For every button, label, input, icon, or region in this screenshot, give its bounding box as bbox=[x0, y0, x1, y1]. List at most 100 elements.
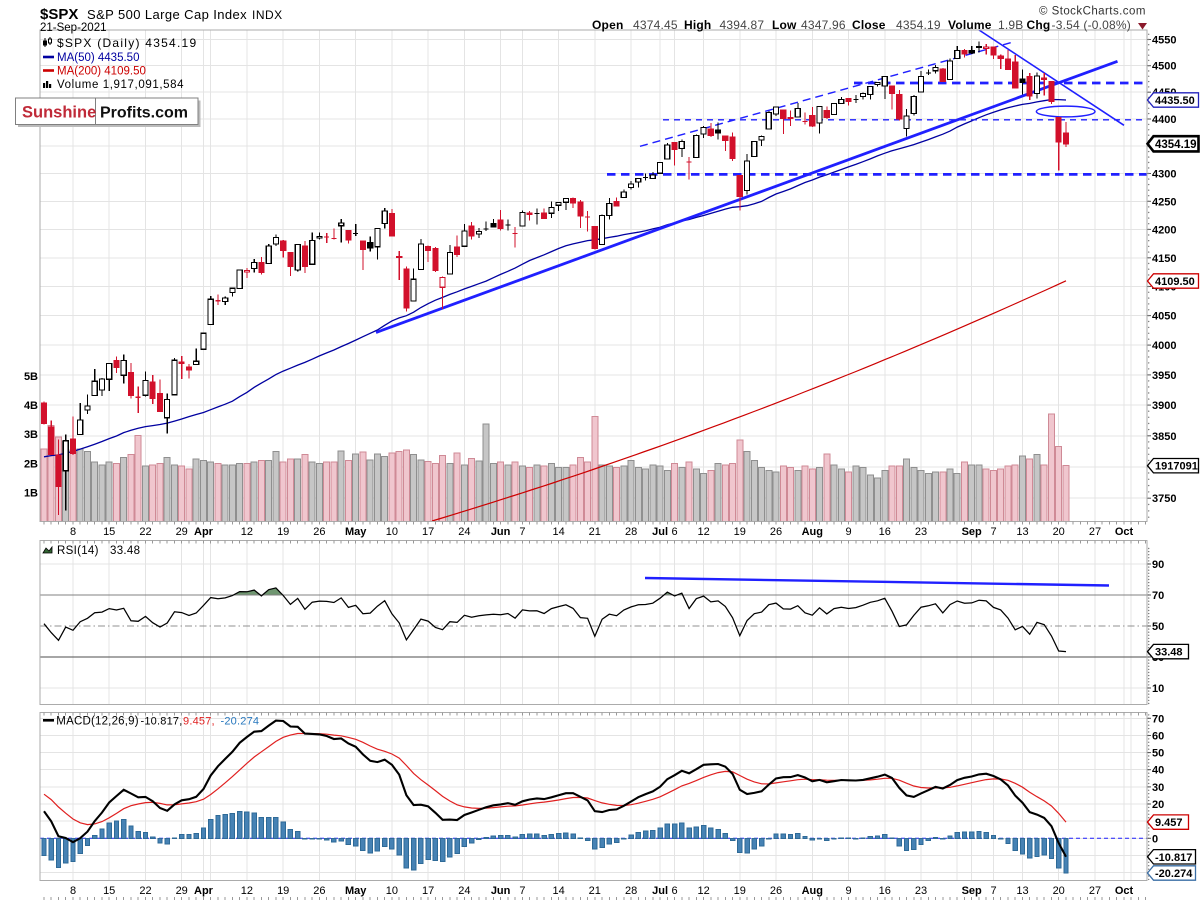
svg-text:12: 12 bbox=[241, 526, 253, 538]
svg-text:Jun: Jun bbox=[491, 526, 511, 538]
svg-text:May: May bbox=[345, 526, 367, 538]
svg-text:50: 50 bbox=[1152, 748, 1164, 760]
svg-text:21: 21 bbox=[589, 526, 601, 538]
svg-text:Close: Close bbox=[852, 18, 886, 32]
svg-text:24: 24 bbox=[458, 526, 470, 538]
svg-text:Apr: Apr bbox=[194, 526, 214, 538]
svg-text:4435.50: 4435.50 bbox=[1155, 95, 1195, 107]
svg-text:7: 7 bbox=[519, 526, 525, 538]
svg-text:Open: Open bbox=[592, 18, 623, 32]
svg-text:28: 28 bbox=[625, 885, 637, 897]
svg-text:26: 26 bbox=[313, 526, 325, 538]
svg-text:27: 27 bbox=[1089, 526, 1101, 538]
svg-text:4000: 4000 bbox=[1152, 340, 1176, 352]
svg-text:4394.87: 4394.87 bbox=[720, 18, 765, 32]
svg-text:9.457,: 9.457, bbox=[183, 716, 215, 728]
svg-text:20: 20 bbox=[1152, 799, 1164, 811]
svg-text:70: 70 bbox=[1152, 590, 1164, 602]
svg-text:Volume 1,917,091,584: Volume 1,917,091,584 bbox=[57, 79, 184, 91]
svg-text:Oct: Oct bbox=[1115, 526, 1134, 538]
svg-text:22: 22 bbox=[139, 526, 151, 538]
svg-text:-20.274: -20.274 bbox=[1155, 868, 1193, 880]
svg-text:Chg: Chg bbox=[1027, 18, 1051, 32]
svg-text:19: 19 bbox=[277, 526, 289, 538]
svg-text:3900: 3900 bbox=[1152, 400, 1176, 412]
svg-text:29: 29 bbox=[176, 885, 188, 897]
svg-text:26: 26 bbox=[770, 885, 782, 897]
svg-text:Oct: Oct bbox=[1115, 885, 1134, 897]
svg-text:1.9B: 1.9B bbox=[998, 18, 1024, 32]
svg-text:17: 17 bbox=[422, 885, 434, 897]
svg-text:10: 10 bbox=[386, 885, 398, 897]
svg-text:7: 7 bbox=[519, 885, 525, 897]
svg-text:4354.19: 4354.19 bbox=[896, 18, 941, 32]
svg-text:21-Sep-2021: 21-Sep-2021 bbox=[40, 22, 107, 34]
svg-text:26: 26 bbox=[770, 526, 782, 538]
svg-text:Apr: Apr bbox=[194, 885, 214, 897]
svg-text:23: 23 bbox=[915, 526, 927, 538]
svg-text:27: 27 bbox=[1089, 885, 1101, 897]
svg-text:12: 12 bbox=[697, 885, 709, 897]
svg-text:1B: 1B bbox=[24, 487, 38, 499]
svg-text:Aug: Aug bbox=[802, 526, 823, 538]
svg-text:17: 17 bbox=[422, 526, 434, 538]
svg-text:24: 24 bbox=[458, 885, 470, 897]
svg-text:10: 10 bbox=[1152, 683, 1164, 695]
svg-text:Aug: Aug bbox=[802, 885, 823, 897]
svg-text:7: 7 bbox=[990, 526, 996, 538]
svg-text:15: 15 bbox=[103, 885, 115, 897]
svg-text:6: 6 bbox=[672, 885, 678, 897]
svg-text:4050: 4050 bbox=[1152, 311, 1176, 323]
svg-text:4354.19: 4354.19 bbox=[1155, 139, 1197, 151]
svg-text:-10.817,: -10.817, bbox=[141, 716, 183, 728]
svg-text:Jul: Jul bbox=[652, 526, 668, 538]
svg-text:9: 9 bbox=[845, 885, 851, 897]
svg-text:8: 8 bbox=[70, 885, 76, 897]
svg-text:4400: 4400 bbox=[1152, 114, 1176, 126]
svg-text:-20.274: -20.274 bbox=[221, 716, 260, 728]
svg-text:7: 7 bbox=[990, 885, 996, 897]
svg-text:3950: 3950 bbox=[1152, 370, 1176, 382]
svg-text:INDX: INDX bbox=[252, 8, 283, 22]
svg-text:Sep: Sep bbox=[962, 526, 982, 538]
svg-text:26: 26 bbox=[313, 885, 325, 897]
svg-text:4250: 4250 bbox=[1152, 196, 1176, 208]
svg-text:2B: 2B bbox=[24, 458, 38, 470]
svg-text:5B: 5B bbox=[24, 371, 38, 383]
svg-text:12: 12 bbox=[697, 526, 709, 538]
svg-text:6: 6 bbox=[672, 526, 678, 538]
svg-text:22: 22 bbox=[139, 885, 151, 897]
svg-text:Low: Low bbox=[772, 18, 797, 32]
svg-text:1917091: 1917091 bbox=[1155, 461, 1198, 473]
svg-text:$SPX: $SPX bbox=[40, 6, 78, 23]
svg-text:40: 40 bbox=[1152, 765, 1164, 777]
svg-text:13: 13 bbox=[1016, 526, 1028, 538]
svg-text:-3.54 (-0.08%): -3.54 (-0.08%) bbox=[1052, 18, 1132, 32]
svg-text:MACD(12,26,9): MACD(12,26,9) bbox=[56, 716, 139, 728]
svg-text:60: 60 bbox=[1152, 731, 1164, 743]
svg-text:50: 50 bbox=[1152, 621, 1164, 633]
svg-text:28: 28 bbox=[625, 526, 637, 538]
svg-text:4550: 4550 bbox=[1152, 35, 1176, 47]
svg-text:13: 13 bbox=[1016, 885, 1028, 897]
svg-text:Volume: Volume bbox=[948, 18, 992, 32]
svg-text:16: 16 bbox=[879, 885, 891, 897]
svg-text:9.457: 9.457 bbox=[1155, 817, 1183, 829]
svg-text:21: 21 bbox=[589, 885, 601, 897]
svg-text:20: 20 bbox=[1053, 526, 1065, 538]
svg-text:4347.96: 4347.96 bbox=[801, 18, 846, 32]
svg-text:70: 70 bbox=[1152, 713, 1164, 725]
svg-text:High: High bbox=[684, 18, 711, 32]
svg-text:4200: 4200 bbox=[1152, 224, 1176, 236]
svg-text:3750: 3750 bbox=[1152, 493, 1176, 505]
svg-text:90: 90 bbox=[1152, 559, 1164, 571]
svg-text:Profits.com: Profits.com bbox=[100, 105, 188, 122]
svg-text:30: 30 bbox=[1152, 782, 1164, 794]
svg-text:19: 19 bbox=[734, 885, 746, 897]
svg-text:May: May bbox=[345, 885, 367, 897]
svg-text:16: 16 bbox=[879, 526, 891, 538]
svg-text:Jun: Jun bbox=[491, 885, 511, 897]
svg-text:4500: 4500 bbox=[1152, 61, 1176, 73]
svg-text:8: 8 bbox=[70, 526, 76, 538]
svg-text:9: 9 bbox=[845, 526, 851, 538]
